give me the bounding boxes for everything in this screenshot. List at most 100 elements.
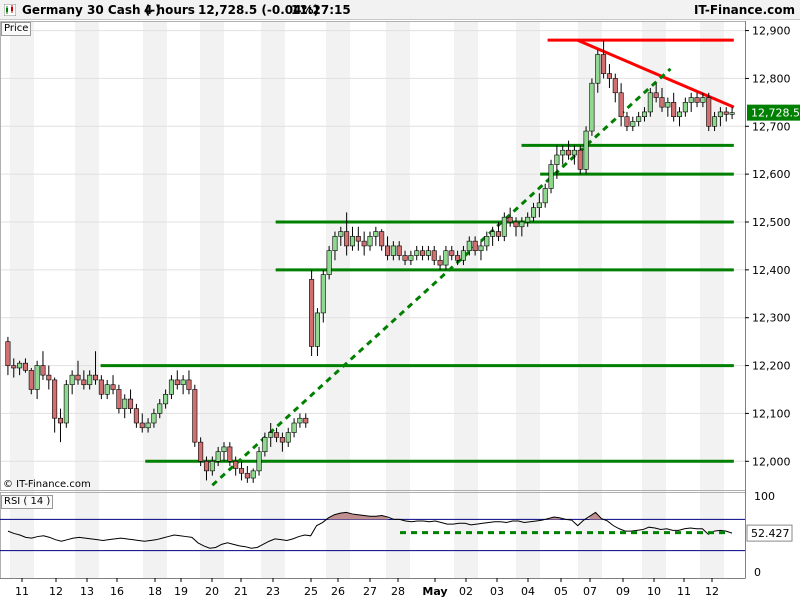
day-shade-band bbox=[261, 21, 285, 578]
candle-body bbox=[239, 468, 245, 474]
candle-body bbox=[443, 250, 449, 266]
candle-body bbox=[203, 460, 209, 472]
x-tick-label: 07 bbox=[583, 585, 597, 598]
candle-body bbox=[636, 116, 642, 122]
candle-body bbox=[57, 417, 63, 424]
candle-body bbox=[723, 111, 729, 115]
candle-body bbox=[630, 121, 636, 127]
candle-body bbox=[466, 240, 472, 252]
day-shade-band bbox=[10, 21, 34, 578]
candle-body bbox=[402, 255, 408, 261]
candle-body bbox=[344, 231, 350, 247]
instrument-name: Germany 30 Cash (-) bbox=[22, 3, 161, 17]
timeframe: 4 hours bbox=[144, 3, 195, 17]
candle-body bbox=[349, 236, 355, 247]
candle-body bbox=[712, 116, 718, 127]
day-shade-band bbox=[516, 21, 540, 578]
candle-body bbox=[536, 202, 542, 208]
candle-body bbox=[174, 379, 180, 386]
price-tick-label: 12,900 bbox=[752, 25, 791, 38]
candle-body bbox=[192, 389, 198, 443]
candle-body bbox=[373, 231, 379, 237]
candle-body bbox=[542, 188, 548, 204]
x-tick-label: 12 bbox=[705, 585, 719, 598]
candle-body bbox=[367, 236, 373, 247]
candle-body bbox=[303, 417, 309, 424]
candle-body bbox=[163, 393, 169, 405]
price-tick-label: 12,800 bbox=[752, 72, 791, 85]
x-tick-label: 05 bbox=[554, 585, 568, 598]
candle-body bbox=[63, 384, 69, 424]
candle-body bbox=[274, 432, 280, 438]
rsi-last-value-label: 52.427 bbox=[751, 527, 790, 540]
candle-body bbox=[198, 441, 204, 462]
candle-body bbox=[28, 370, 34, 390]
candle-body bbox=[390, 245, 396, 256]
candle-body bbox=[513, 221, 519, 228]
x-tick-label: 09 bbox=[616, 585, 630, 598]
rsi-line bbox=[7, 511, 733, 549]
candle-body bbox=[688, 97, 694, 103]
x-tick-label: 13 bbox=[80, 585, 94, 598]
candle-body bbox=[151, 413, 157, 424]
candle-body bbox=[250, 470, 256, 479]
candle-body bbox=[420, 250, 426, 256]
candle-body bbox=[320, 274, 326, 314]
x-tick-label: 19 bbox=[174, 585, 188, 598]
x-tick-label: 12 bbox=[49, 585, 63, 598]
candle-body bbox=[484, 236, 490, 247]
candle-body bbox=[227, 446, 233, 462]
x-tick-label: 04 bbox=[521, 585, 535, 598]
candle-body bbox=[717, 111, 723, 118]
last-price-tag bbox=[747, 104, 800, 121]
x-tick-label: 21 bbox=[234, 585, 248, 598]
x-tick-label: 11 bbox=[677, 585, 691, 598]
candle-body bbox=[729, 112, 735, 115]
candle-body bbox=[554, 154, 560, 165]
candle-body bbox=[338, 231, 344, 237]
candle-body bbox=[110, 384, 116, 390]
candle-body bbox=[589, 82, 595, 132]
candle-body bbox=[659, 97, 665, 108]
candle-body bbox=[455, 255, 461, 261]
day-shade-band bbox=[386, 21, 410, 578]
candle-body bbox=[116, 389, 122, 409]
x-tick-label: 16 bbox=[110, 585, 124, 598]
candle-body bbox=[431, 250, 437, 261]
quote-time: 11:27:15 bbox=[291, 3, 351, 17]
candle-body bbox=[548, 164, 554, 189]
candle-body bbox=[332, 236, 338, 252]
candle-body bbox=[478, 245, 484, 252]
price-tick-label: 12,300 bbox=[752, 312, 791, 325]
candle-body bbox=[297, 417, 303, 424]
candle-body bbox=[601, 54, 607, 74]
candle-body bbox=[355, 236, 361, 242]
price-tick-label: 12,500 bbox=[752, 216, 791, 229]
candle-body bbox=[665, 102, 671, 108]
x-tick-label: 10 bbox=[647, 585, 661, 598]
candle-body bbox=[361, 240, 367, 247]
candle-body bbox=[606, 73, 612, 79]
candle-body bbox=[641, 111, 647, 118]
candle-body bbox=[256, 451, 262, 472]
candle-body bbox=[595, 54, 601, 84]
candle-body bbox=[612, 78, 618, 94]
candle-body bbox=[168, 379, 174, 395]
candle-body bbox=[326, 250, 332, 275]
candle-body bbox=[291, 422, 297, 433]
candle-body bbox=[507, 216, 513, 223]
candle-body bbox=[93, 374, 99, 381]
x-tick-label: 27 bbox=[363, 585, 377, 598]
candle-body bbox=[268, 432, 274, 438]
rsi-overbought-fill bbox=[328, 512, 388, 520]
price-panel-border bbox=[0, 21, 746, 491]
x-tick-label: 25 bbox=[304, 585, 318, 598]
candle-body bbox=[460, 250, 466, 261]
candle-body bbox=[309, 279, 315, 347]
candle-body bbox=[186, 379, 192, 390]
last-price-label: 12,728.5 bbox=[751, 107, 800, 120]
candle-body bbox=[694, 97, 700, 103]
price-tick-label: 12,200 bbox=[752, 360, 791, 373]
candle-body bbox=[69, 374, 75, 386]
candle-body bbox=[414, 250, 420, 256]
